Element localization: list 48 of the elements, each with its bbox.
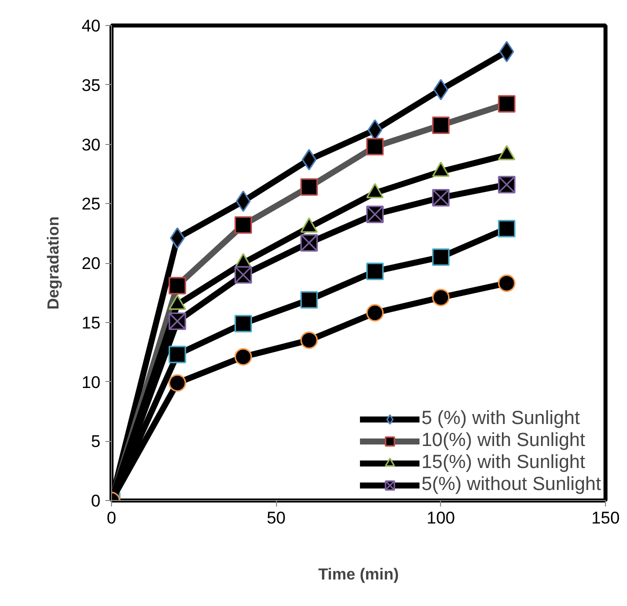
- y-tick-label: 40: [82, 16, 101, 36]
- point: [300, 291, 318, 309]
- x-tick-label: 0: [106, 508, 116, 528]
- point: [366, 138, 384, 156]
- x-axis-title: Time (min): [318, 566, 399, 584]
- point: [498, 176, 516, 194]
- point: [499, 40, 514, 62]
- point: [236, 190, 251, 212]
- x-tick-label: 150: [591, 508, 620, 528]
- x-tick-label: 50: [266, 508, 286, 528]
- legend-label: 15(%) with Sunlight: [421, 452, 586, 474]
- y-tick-label: 20: [82, 254, 101, 273]
- point: [168, 312, 186, 330]
- point: [170, 227, 185, 249]
- point: [234, 266, 252, 284]
- point: [432, 248, 450, 266]
- y-tick-label: 5: [91, 432, 101, 452]
- y-axis-title: Degradation: [46, 216, 63, 310]
- point: [433, 78, 448, 100]
- y-tick-label: 15: [82, 313, 101, 332]
- point: [432, 116, 450, 134]
- point: [234, 216, 252, 234]
- point: [300, 234, 318, 252]
- point: [168, 346, 186, 364]
- legend-label: 5(%) without Sunlight: [421, 474, 601, 496]
- legend-label: 10(%) with Sunlight: [421, 430, 586, 452]
- point: [432, 288, 450, 306]
- point: [432, 188, 450, 206]
- point: [234, 314, 252, 332]
- y-tick-label: 30: [82, 135, 101, 154]
- y-tick-label: 10: [82, 372, 101, 392]
- point: [498, 274, 516, 292]
- legend-label: 5 (%) with Sunlight: [421, 408, 580, 430]
- y-tick-label: 35: [82, 76, 101, 95]
- point: [366, 304, 384, 322]
- point: [234, 348, 252, 366]
- point: [366, 262, 384, 280]
- x-tick-label: 100: [426, 508, 456, 528]
- y-tick-label: 25: [82, 194, 101, 214]
- point: [366, 206, 384, 224]
- y-tick-label: 0: [91, 492, 101, 510]
- point: [300, 178, 318, 196]
- point: [302, 148, 317, 170]
- point: [300, 331, 318, 349]
- point: [498, 220, 516, 238]
- point: [168, 374, 186, 392]
- point: [498, 95, 516, 113]
- point: [168, 276, 186, 294]
